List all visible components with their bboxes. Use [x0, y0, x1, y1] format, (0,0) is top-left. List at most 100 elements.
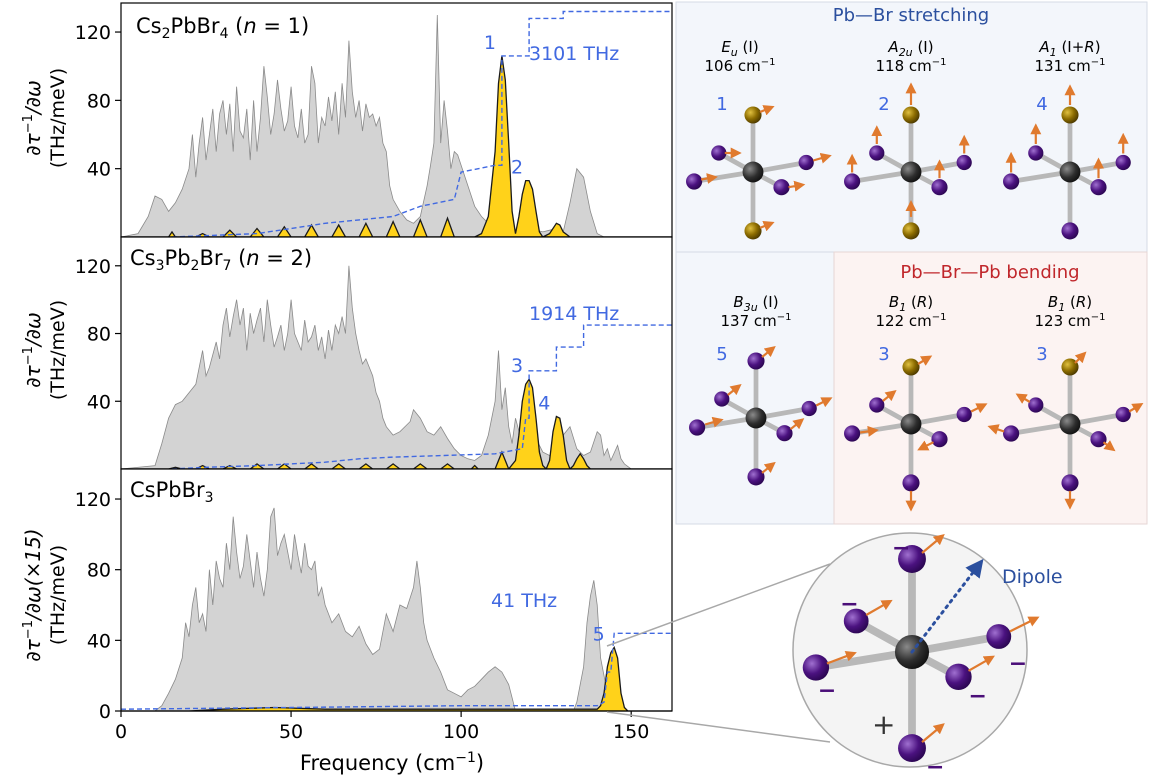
- ytick-label: 120: [75, 256, 111, 278]
- mode-frequency-label: 106 cm−1: [704, 57, 775, 75]
- mode-number-label: 3: [878, 344, 889, 365]
- displacement-arrow: [921, 533, 945, 554]
- br-atom: [1061, 222, 1079, 240]
- displacement-arrow: [700, 173, 718, 184]
- displacement-arrow: [917, 355, 933, 366]
- mode-symmetry-label: A2u (I): [887, 38, 933, 59]
- dipole-octahedron: −−−−−−: [802, 533, 1040, 780]
- mode-symmetry-label: B3u (I): [733, 293, 778, 314]
- ytick-label: 40: [87, 630, 111, 652]
- displacement-arrow: [704, 416, 724, 428]
- br-atom: [1115, 154, 1131, 171]
- pb-atom: [1059, 413, 1081, 435]
- displacement-arrow: [1074, 351, 1087, 364]
- mode-structure: A1 (I+R)131 cm−1 4: [1003, 38, 1131, 240]
- chart-panel-cspbbr3: 0 40 80 120 0 50 100 150 5 41 THz: [75, 468, 673, 743]
- xtick-label: 0: [115, 721, 127, 743]
- ytick-label: 40: [87, 391, 111, 413]
- peak-label: 3: [511, 355, 523, 377]
- negative-charge-sign: −: [1009, 652, 1027, 677]
- mode-symmetry-label: B1 (R): [1048, 293, 1092, 314]
- br-atom: [747, 352, 765, 370]
- br-atom: [744, 222, 762, 240]
- br-atom: [689, 419, 706, 436]
- displacement-arrow: [789, 418, 805, 431]
- mode-symmetry-label: Eu (I): [721, 38, 758, 59]
- pb-atom: [745, 407, 767, 429]
- mode-number-label: 3: [1036, 344, 1047, 365]
- ytick-label: 80: [87, 560, 111, 582]
- svg-text:∂τ−1/∂ω(×15): ∂τ−1/∂ω(×15): [21, 528, 45, 661]
- bending-box: [833, 251, 1148, 525]
- dipole-label: Dipole: [1002, 566, 1063, 588]
- svg-text:∂τ−1/∂ω: ∂τ−1/∂ω: [21, 312, 45, 387]
- dipole-arrow: [910, 558, 984, 654]
- br-atom: [843, 608, 869, 634]
- peak-label: 1: [484, 32, 496, 54]
- mode-frequency-label: 122 cm−1: [875, 312, 946, 330]
- panel-label-n2: Cs3Pb2Br7 (n = 2): [130, 246, 312, 274]
- br-atom: [902, 358, 920, 376]
- br-atom: [773, 179, 790, 196]
- displacement-arrow: [812, 152, 832, 164]
- mode-structure: B1 (R)122 cm−1 3: [844, 293, 988, 512]
- total-rate-label: 1914 THz: [529, 303, 619, 325]
- displacement-arrow: [815, 397, 833, 408]
- ylabel-n1: ∂τ−1/∂ω (THz/meV): [21, 68, 69, 168]
- bending-title: Pb—Br—Pb bending: [900, 262, 1079, 283]
- br-atom: [956, 154, 972, 171]
- br-atom: [714, 391, 730, 407]
- br-atom: [776, 425, 793, 442]
- br-atom: [986, 624, 1012, 649]
- mode-frequency-label: 137 cm−1: [720, 312, 791, 330]
- ytick-label: 40: [87, 159, 111, 181]
- mode-structure: Eu (I)106 cm−1 1: [686, 38, 832, 240]
- br-atom: [945, 663, 972, 690]
- cumulative-line: [171, 10, 672, 238]
- br-atom: [869, 397, 885, 413]
- mode-frequency-label: 118 cm−1: [875, 57, 946, 75]
- br-atom: [686, 173, 703, 190]
- displacement-arrow: [882, 389, 897, 402]
- displacement-arrow: [727, 383, 742, 396]
- pb-atom: [742, 161, 764, 183]
- ytick-label: 80: [87, 90, 111, 112]
- br-atom: [956, 406, 972, 423]
- svg-text:(THz/meV): (THz/meV): [47, 68, 69, 168]
- displacement-arrow: [1009, 616, 1040, 633]
- displacement-arrow: [970, 403, 988, 414]
- br-atom: [902, 222, 920, 240]
- mode-structure: B1 (R)123 cm−1 3: [987, 293, 1144, 510]
- displacement-arrow: [1015, 393, 1031, 404]
- br-atom: [931, 179, 948, 196]
- ytick-label: 120: [75, 489, 111, 511]
- br-atom: [1003, 173, 1020, 190]
- negative-charge-sign: −: [969, 684, 987, 709]
- displacement-arrow: [859, 425, 879, 437]
- br-atom: [744, 106, 762, 124]
- displacement-arrow: [1102, 440, 1116, 452]
- br-atom: [1090, 179, 1107, 196]
- displacement-arrow: [917, 440, 934, 451]
- br-atom: [898, 545, 926, 573]
- displacement-arrow: [761, 345, 776, 358]
- br-atom: [1061, 474, 1079, 492]
- br-atom: [802, 654, 830, 681]
- negative-charge-sign: −: [818, 679, 836, 704]
- br-atom: [1061, 106, 1079, 124]
- br-atom: [931, 431, 948, 448]
- peak-label: 2: [511, 157, 523, 179]
- displacement-arrow: [921, 723, 945, 743]
- mode-frequency-label: 123 cm−1: [1034, 312, 1105, 330]
- br-atom: [1090, 431, 1107, 448]
- mode-structure: A2u (I)118 cm−1 2: [844, 38, 972, 240]
- br-atom: [1028, 397, 1044, 413]
- plot-frame: [120, 468, 673, 712]
- br-atom: [747, 468, 765, 486]
- cumulative-line: [171, 324, 672, 470]
- ylabel-n2: ∂τ−1/∂ω (THz/meV): [21, 300, 69, 400]
- br-atom: [898, 734, 926, 763]
- mode-number-label: 5: [716, 344, 727, 365]
- displacement-arrow: [759, 105, 775, 116]
